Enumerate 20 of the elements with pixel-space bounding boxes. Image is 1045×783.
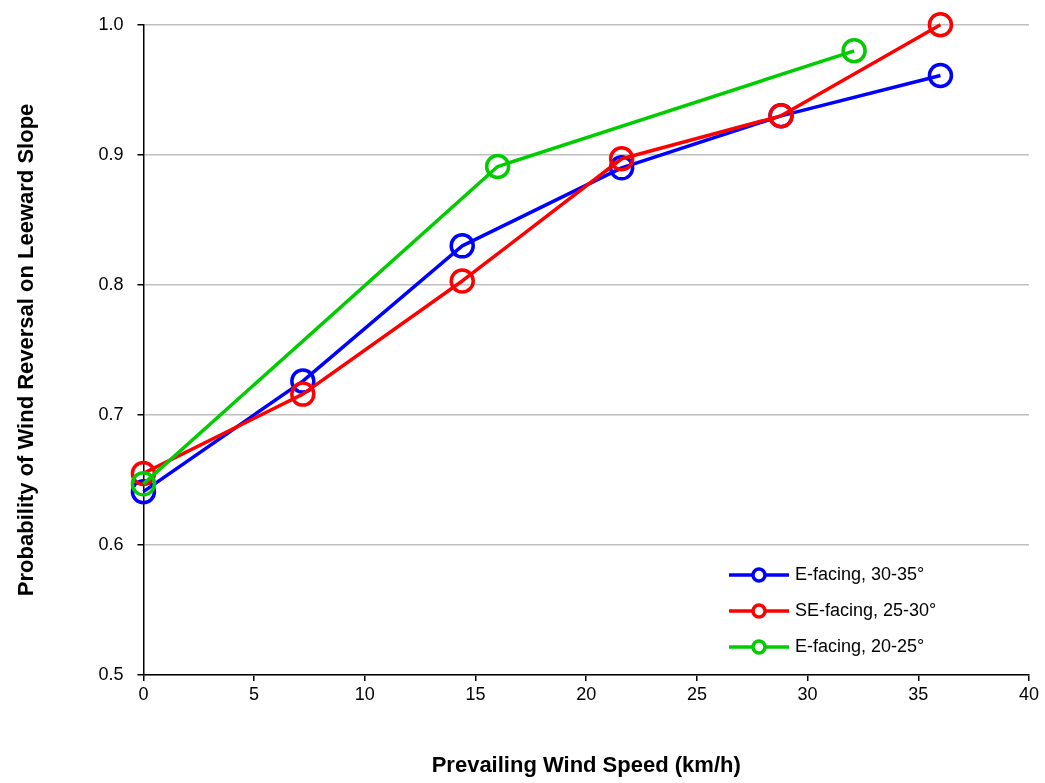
y-tick-label: 0.7 <box>98 403 124 424</box>
legend-label: E-facing, 30-35° <box>795 563 925 584</box>
x-tick-label: 0 <box>138 683 149 704</box>
x-tick-label: 10 <box>354 683 375 704</box>
x-tick-label: 20 <box>576 683 597 704</box>
legend-label: E-facing, 20-25° <box>795 635 925 656</box>
x-tick-label: 15 <box>465 683 486 704</box>
x-axis-title: Prevailing Wind Speed (km/h) <box>431 751 741 777</box>
x-tick-label: 25 <box>686 683 707 704</box>
y-tick-label: 0.5 <box>98 663 124 684</box>
y-tick-label: 1.0 <box>98 13 124 34</box>
y-tick-label: 0.6 <box>98 533 124 554</box>
legend-label: SE-facing, 25-30° <box>795 599 937 620</box>
y-axis-title: Probability of Wind Reversal on Leeward Slope <box>13 103 39 597</box>
y-tick-label: 0.8 <box>98 273 124 294</box>
x-tick-label: 5 <box>249 683 260 704</box>
x-tick-label: 35 <box>908 683 929 704</box>
x-tick-label: 40 <box>1018 683 1040 704</box>
x-tick-label: 30 <box>797 683 818 704</box>
y-tick-label: 0.9 <box>98 143 124 164</box>
